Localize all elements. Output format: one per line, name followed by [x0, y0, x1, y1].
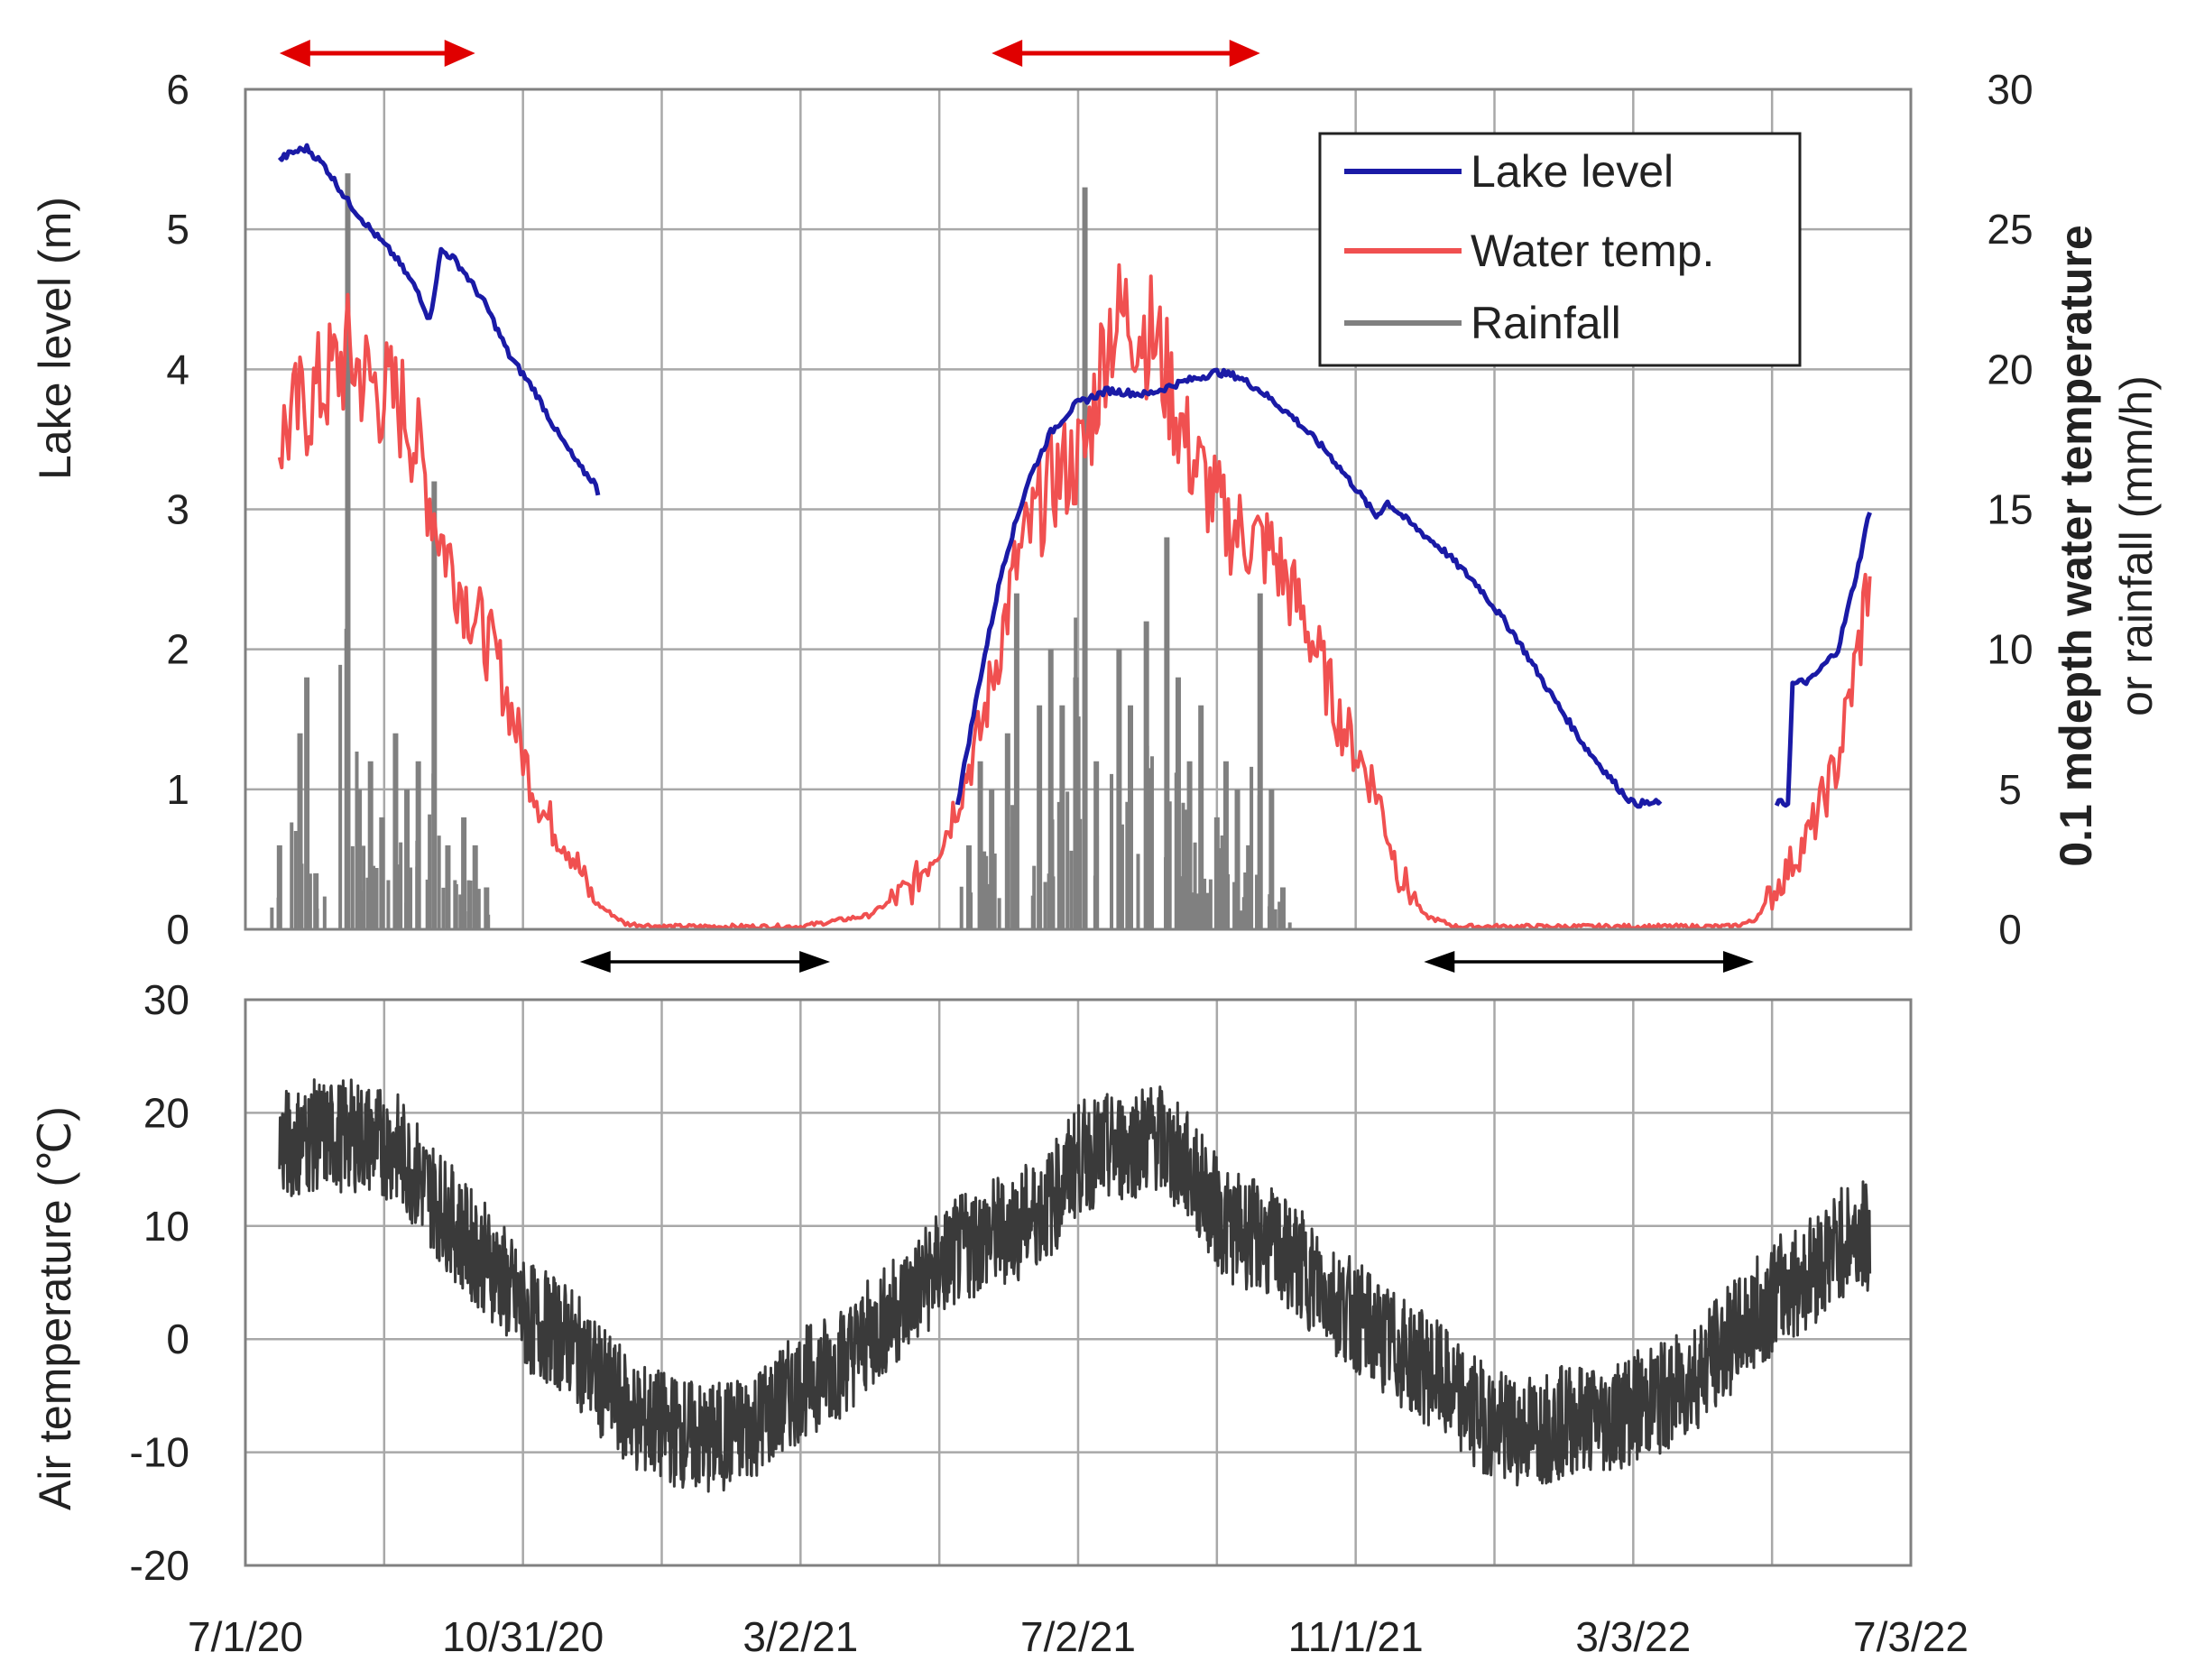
- right-axis-title-line2: or rainfall (mm/h): [2111, 375, 2162, 716]
- x-tick-labels: 7/1/20 10/31/20 3/2/21 7/2/21 11/1/21 3/3/22 7…: [188, 1613, 1969, 1660]
- arrow-head-right: [1722, 951, 1754, 973]
- lake-level-line: [277, 143, 601, 496]
- tick-label-y: 20: [143, 1089, 189, 1136]
- tick-label-x: 7/3/22: [1853, 1613, 1969, 1660]
- red-double-arrow: [992, 40, 1260, 67]
- tick-label-x: 11/1/21: [1288, 1613, 1424, 1660]
- water-temp-line: [277, 263, 1872, 931]
- tick-label-x: 10/31/20: [442, 1613, 604, 1660]
- black-double-arrow: [1424, 951, 1754, 973]
- top-left-tick-labels: 0 1 2 3 4 5 6: [166, 66, 189, 953]
- tick-label-y: -20: [130, 1542, 189, 1589]
- tick-label-right: 30: [1987, 66, 2033, 113]
- top-panel: 0 1 2 3 4 5 6 0 5 10 15 20 25 30 Lake level (m) 0.1 …: [30, 40, 2162, 973]
- legend-label-water-temp: Water temp.: [1471, 226, 1714, 276]
- tick-label-left: 0: [166, 906, 189, 953]
- bottom-plot-frame: [244, 998, 1913, 1567]
- tick-label-left: 6: [166, 66, 189, 113]
- red-double-arrow: [279, 40, 475, 67]
- tick-label-left: 5: [166, 206, 189, 253]
- arrow-head-left: [1424, 951, 1455, 973]
- tick-label-left: 4: [166, 346, 189, 392]
- tick-label-y: -10: [130, 1429, 189, 1476]
- air-temp-axis-title: Air temperature (℃): [30, 1106, 80, 1510]
- tick-label-y: 30: [143, 976, 189, 1023]
- lake-level-series: [277, 143, 1872, 809]
- tick-label-left: 2: [166, 626, 189, 673]
- tick-label-y: 0: [166, 1315, 189, 1362]
- legend-label-rainfall: Rainfall: [1471, 298, 1621, 348]
- tick-label-right: 20: [1987, 346, 2033, 392]
- arrow-head-left: [992, 40, 1023, 67]
- tick-label-right: 10: [1987, 626, 2033, 673]
- bottom-y-tick-labels: -20 -10 0 10 20 30: [130, 976, 189, 1589]
- air-temp-line: [278, 1078, 1872, 1493]
- lake-level-line: [955, 367, 1663, 809]
- tick-label-right: 0: [1998, 906, 2022, 953]
- legend-label-lake-level: Lake level: [1471, 146, 1674, 197]
- tick-label-right: 5: [1998, 766, 2022, 813]
- tick-label-left: 3: [166, 486, 189, 533]
- arrow-head-right: [444, 40, 475, 67]
- bottom-panel: -20 -10 0 10 20 30 7/1/20 10/31/20 3/2/21 7/2/21…: [30, 976, 1969, 1660]
- tick-label-x: 3/2/21: [743, 1613, 858, 1660]
- period-arrows: [279, 40, 1754, 973]
- arrow-head-left: [579, 951, 611, 973]
- tick-label-x: 3/3/22: [1575, 1613, 1691, 1660]
- top-plot-frame: [244, 88, 1913, 931]
- tick-label-left: 1: [166, 766, 189, 813]
- arrow-head-right: [799, 951, 831, 973]
- lake-level-axis-title: Lake level (m): [30, 197, 80, 480]
- lake-level-line: [1774, 512, 1872, 808]
- tick-label-right: 15: [1987, 486, 2033, 533]
- tick-label-x: 7/2/21: [1020, 1613, 1136, 1660]
- arrow-head-left: [279, 40, 310, 67]
- tick-label-x: 7/1/20: [188, 1613, 303, 1660]
- water-temp-series: [277, 263, 1872, 931]
- arrow-head-right: [1229, 40, 1260, 67]
- tick-label-right: 25: [1987, 206, 2033, 253]
- air-temp-series: [278, 1078, 1872, 1493]
- black-double-arrow: [579, 951, 831, 973]
- tick-label-y: 10: [143, 1203, 189, 1250]
- top-right-tick-labels: 0 5 10 15 20 25 30: [1987, 66, 2033, 953]
- legend: Lake level Water temp. Rainfall: [1318, 132, 1802, 367]
- right-axis-title-line1: 0.1 mdepth water temperature: [2051, 225, 2101, 866]
